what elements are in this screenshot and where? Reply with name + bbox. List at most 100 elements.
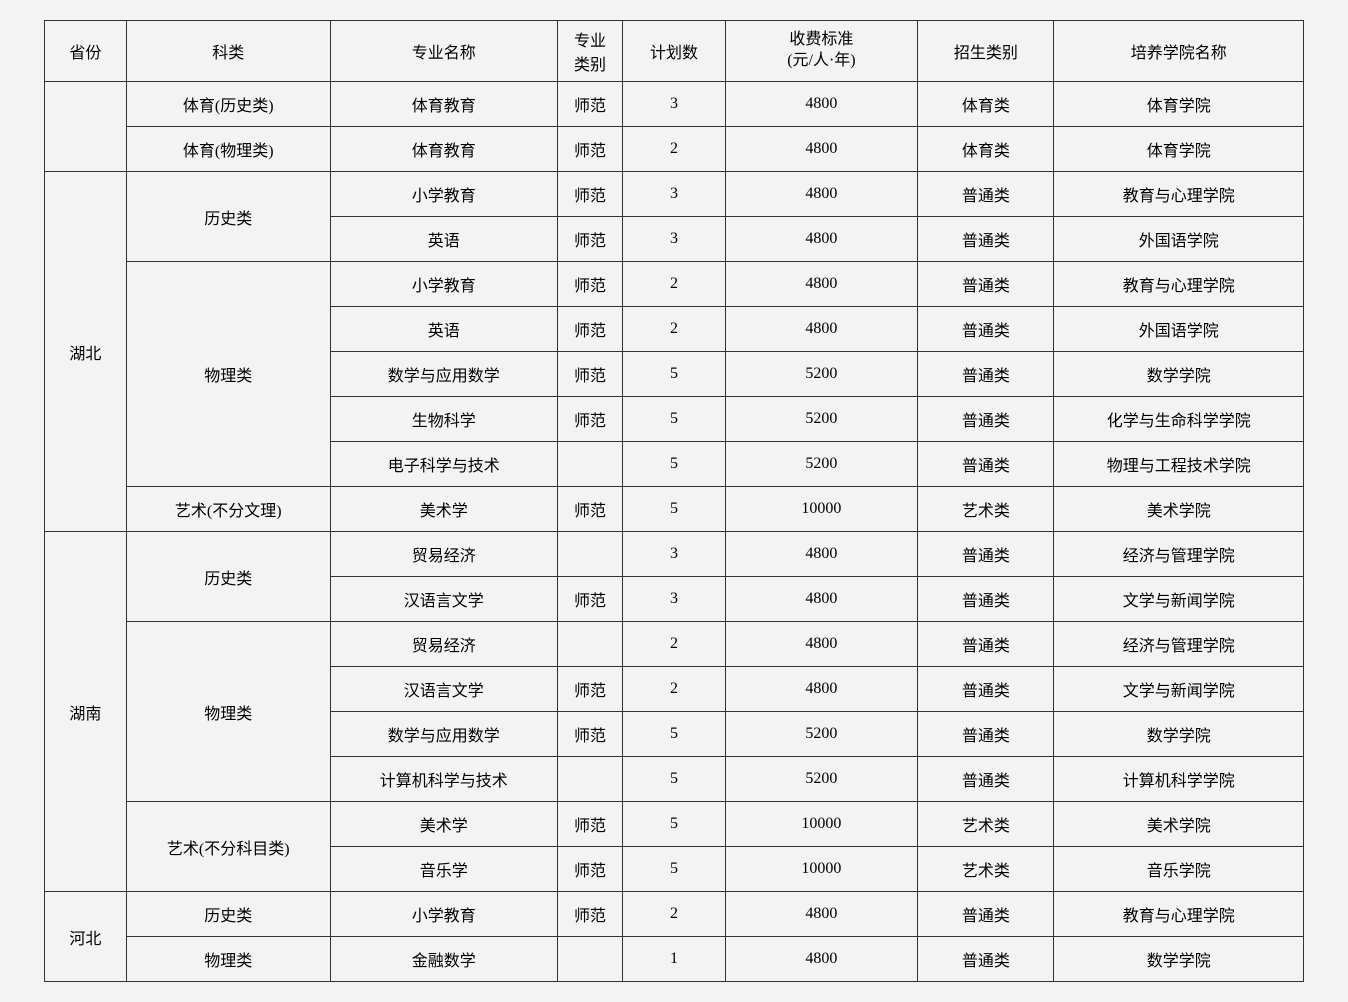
cell-major: 汉语言文学 [330,667,557,712]
cell-fee: 4800 [725,127,918,172]
cell-fee: 5200 [725,757,918,802]
cell-fee: 4800 [725,217,918,262]
cell-fee: 10000 [725,802,918,847]
table-row: 艺术(不分文理)美术学师范510000艺术类美术学院 [45,487,1304,532]
cell-college: 体育学院 [1054,127,1304,172]
cell-admission-category: 普通类 [918,892,1054,937]
table-row: 物理类贸易经济24800普通类经济与管理学院 [45,622,1304,667]
table-row: 河北历史类小学教育师范24800普通类教育与心理学院 [45,892,1304,937]
col-header-college: 培养学院名称 [1054,21,1304,82]
cell-plan: 2 [623,307,725,352]
cell-fee: 5200 [725,712,918,757]
table-row: 湖南历史类贸易经济34800普通类经济与管理学院 [45,532,1304,577]
col-header-type: 专业 类别 [557,21,623,82]
cell-type: 师范 [557,307,623,352]
cell-admission-category: 艺术类 [918,487,1054,532]
cell-type: 师范 [557,262,623,307]
table-row: 艺术(不分科目类)美术学师范510000艺术类美术学院 [45,802,1304,847]
admission-plan-table: 省份 科类 专业名称 专业 类别 计划数 收费标准 (元/人·年) 招生类别 培… [44,20,1304,982]
cell-type: 师范 [557,847,623,892]
cell-fee: 4800 [725,937,918,982]
cell-college: 文学与新闻学院 [1054,667,1304,712]
cell-subject: 历史类 [126,172,330,262]
cell-plan: 3 [623,82,725,127]
cell-college: 经济与管理学院 [1054,532,1304,577]
cell-type [557,442,623,487]
cell-type [557,622,623,667]
cell-plan: 5 [623,712,725,757]
cell-type: 师范 [557,802,623,847]
table-row: 湖北历史类小学教育师范34800普通类教育与心理学院 [45,172,1304,217]
cell-subject: 艺术(不分科目类) [126,802,330,892]
cell-fee: 4800 [725,577,918,622]
col-header-plan: 计划数 [623,21,725,82]
cell-plan: 2 [623,262,725,307]
admission-plan-table-wrapper: 省份 科类 专业名称 专业 类别 计划数 收费标准 (元/人·年) 招生类别 培… [44,20,1304,982]
cell-subject: 物理类 [126,937,330,982]
cell-major: 电子科学与技术 [330,442,557,487]
cell-type: 师范 [557,217,623,262]
cell-type: 师范 [557,172,623,217]
cell-type: 师范 [557,577,623,622]
cell-fee: 5200 [725,352,918,397]
cell-admission-category: 普通类 [918,757,1054,802]
cell-plan: 3 [623,532,725,577]
cell-college: 美术学院 [1054,487,1304,532]
col-header-subject: 科类 [126,21,330,82]
cell-college: 美术学院 [1054,802,1304,847]
cell-plan: 5 [623,757,725,802]
cell-major: 美术学 [330,802,557,847]
cell-college: 计算机科学学院 [1054,757,1304,802]
cell-college: 外国语学院 [1054,217,1304,262]
cell-major: 贸易经济 [330,622,557,667]
cell-province: 湖南 [45,532,127,892]
cell-major: 音乐学 [330,847,557,892]
cell-college: 经济与管理学院 [1054,622,1304,667]
cell-college: 数学学院 [1054,937,1304,982]
table-row: 物理类小学教育师范24800普通类教育与心理学院 [45,262,1304,307]
table-row: 物理类金融数学14800普通类数学学院 [45,937,1304,982]
cell-college: 数学学院 [1054,712,1304,757]
cell-plan: 5 [623,487,725,532]
cell-college: 数学学院 [1054,352,1304,397]
cell-subject: 历史类 [126,532,330,622]
cell-admission-category: 普通类 [918,397,1054,442]
col-header-major: 专业名称 [330,21,557,82]
cell-plan: 2 [623,127,725,172]
cell-type: 师范 [557,127,623,172]
cell-plan: 5 [623,397,725,442]
cell-major: 体育教育 [330,127,557,172]
cell-college: 化学与生命科学学院 [1054,397,1304,442]
cell-fee: 4800 [725,892,918,937]
cell-major: 体育教育 [330,82,557,127]
col-header-admission-category: 招生类别 [918,21,1054,82]
cell-type [557,937,623,982]
cell-major: 英语 [330,307,557,352]
cell-admission-category: 普通类 [918,667,1054,712]
cell-fee: 4800 [725,667,918,712]
cell-plan: 3 [623,172,725,217]
cell-fee: 10000 [725,487,918,532]
cell-plan: 5 [623,352,725,397]
cell-subject: 体育(物理类) [126,127,330,172]
cell-major: 美术学 [330,487,557,532]
cell-province [45,82,127,172]
cell-plan: 2 [623,892,725,937]
cell-admission-category: 普通类 [918,352,1054,397]
cell-fee: 4800 [725,82,918,127]
cell-admission-category: 普通类 [918,442,1054,487]
cell-type: 师范 [557,352,623,397]
table-row: 体育(历史类)体育教育师范34800体育类体育学院 [45,82,1304,127]
cell-admission-category: 普通类 [918,217,1054,262]
cell-admission-category: 普通类 [918,172,1054,217]
cell-college: 外国语学院 [1054,307,1304,352]
cell-fee: 4800 [725,172,918,217]
cell-fee: 5200 [725,442,918,487]
cell-plan: 3 [623,217,725,262]
cell-college: 文学与新闻学院 [1054,577,1304,622]
cell-plan: 5 [623,802,725,847]
cell-fee: 4800 [725,532,918,577]
col-header-type-line2: 类别 [564,51,617,75]
cell-college: 物理与工程技术学院 [1054,442,1304,487]
cell-admission-category: 艺术类 [918,847,1054,892]
